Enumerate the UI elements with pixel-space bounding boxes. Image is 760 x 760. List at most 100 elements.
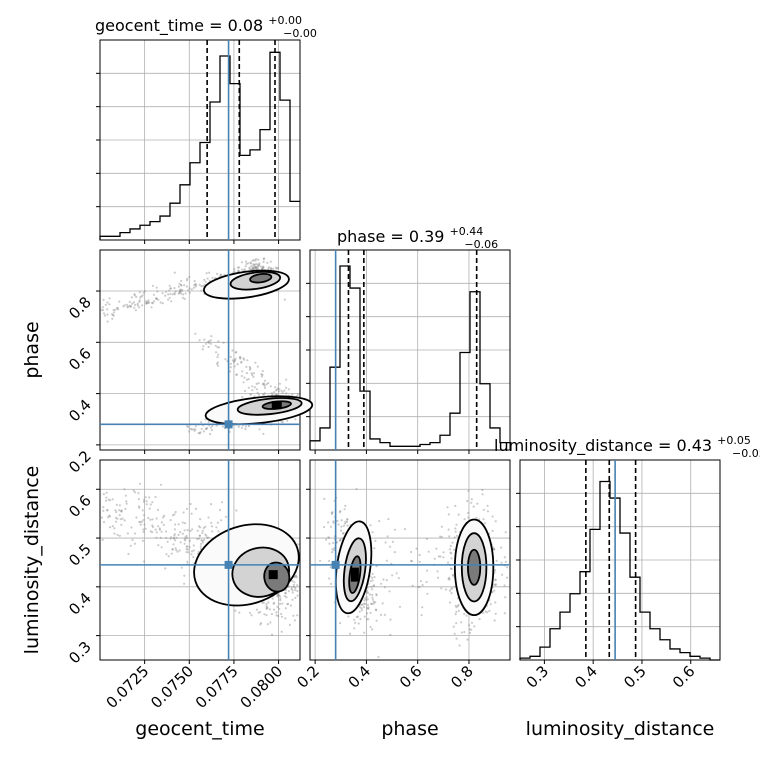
sample-point (242, 357, 245, 360)
sample-point (234, 351, 237, 354)
sample-point (114, 520, 118, 523)
sample-point (284, 592, 287, 595)
sample-point (265, 606, 268, 609)
sample-point (189, 427, 192, 430)
sample-point (454, 604, 457, 607)
sample-point (141, 539, 144, 543)
sample-point (284, 592, 287, 595)
sample-point (122, 305, 125, 308)
sample-point (250, 614, 253, 617)
sample-point (339, 622, 342, 625)
sample-point (204, 418, 207, 421)
sample-point (234, 609, 237, 612)
sample-point (195, 507, 198, 510)
sample-point (295, 576, 298, 579)
sample-point (263, 384, 266, 387)
sample-point (106, 509, 109, 512)
sample-point (144, 496, 147, 499)
sample-point (251, 373, 254, 377)
sample-point (455, 622, 458, 625)
sample-point (362, 605, 366, 609)
sample-point (172, 543, 175, 546)
sample-point (131, 302, 134, 305)
sample-point (169, 519, 172, 522)
sample-point (138, 306, 141, 309)
sample-point (283, 298, 286, 301)
sample-point (452, 573, 455, 576)
sample-point (205, 426, 208, 430)
sample-point (267, 601, 270, 604)
sample-point (185, 551, 188, 554)
sample-point (281, 421, 284, 424)
sample-point (370, 585, 373, 589)
sample-point (108, 303, 111, 306)
sample-point (201, 529, 204, 532)
sample-point (194, 283, 197, 286)
sample-point (277, 390, 280, 393)
sample-point (151, 524, 154, 527)
sample-point (143, 523, 146, 526)
sample-point (154, 495, 157, 499)
sample-point (229, 355, 232, 358)
sample-point (147, 516, 150, 520)
sample-point (252, 267, 255, 270)
panel-hist-phase (306, 249, 511, 454)
sample-point (271, 597, 274, 600)
sample-point (165, 553, 168, 556)
sample-point (105, 496, 108, 499)
sample-point (179, 292, 182, 295)
sample-point (356, 615, 360, 618)
sample-point (506, 566, 509, 569)
sample-point (151, 525, 154, 529)
sample-point (348, 632, 352, 635)
sample-point (107, 498, 110, 501)
sample-point (361, 603, 364, 606)
sample-point (327, 521, 330, 524)
sample-point (207, 341, 210, 344)
sample-point (211, 530, 214, 533)
sample-point (370, 576, 374, 579)
sample-point (120, 523, 123, 527)
sample-point (111, 313, 115, 316)
sample-point (251, 266, 254, 269)
sample-point (249, 393, 252, 396)
sample-point (170, 300, 173, 303)
sample-point (235, 373, 238, 377)
sample-point (185, 279, 189, 282)
sample-point (205, 427, 208, 430)
sample-point (216, 346, 219, 349)
sample-point (366, 606, 369, 610)
sample-point (183, 522, 187, 525)
sample-point (272, 602, 275, 605)
sample-point (353, 618, 356, 621)
sample-point (151, 302, 154, 305)
sample-point (363, 615, 366, 618)
sample-point (353, 627, 356, 630)
sample-point (389, 618, 392, 621)
sample-point (180, 566, 183, 569)
sample-point (100, 516, 104, 519)
sample-point (366, 589, 369, 592)
ytick-label: 0.8 (65, 293, 95, 323)
sample-point (354, 621, 357, 624)
sample-point (387, 518, 390, 521)
sample-point (503, 584, 506, 587)
sample-point (160, 521, 163, 524)
sample-point (200, 421, 203, 424)
sample-point (229, 366, 232, 369)
sample-point (118, 509, 121, 512)
sample-point (436, 570, 439, 573)
contour-line (249, 272, 273, 284)
sample-point (259, 622, 263, 625)
sample-point (189, 502, 192, 506)
sample-point (183, 574, 186, 577)
sample-point (145, 500, 148, 503)
sample-point (273, 391, 276, 394)
sample-point (151, 284, 155, 287)
sample-point (163, 514, 166, 518)
sample-point (257, 264, 260, 267)
sample-point (241, 395, 244, 399)
sample-point (188, 291, 191, 294)
sample-point (157, 544, 160, 547)
